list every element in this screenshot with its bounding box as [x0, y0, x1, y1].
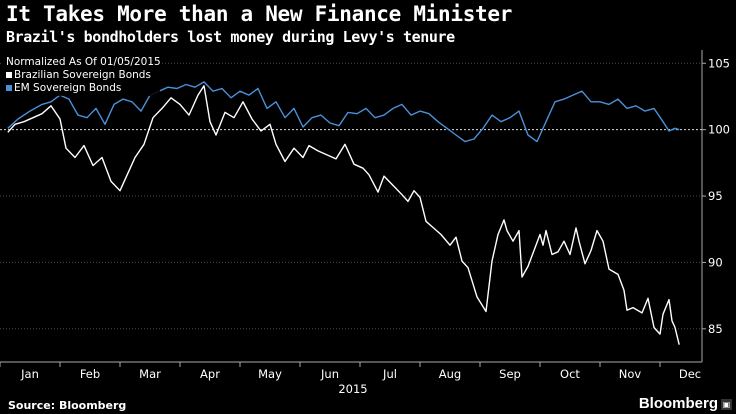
x-tick-label: Oct — [560, 367, 580, 381]
legend-normalization-note: Normalized As Of 01/05/2015 — [6, 56, 161, 68]
x-tick-label: Sep — [499, 367, 521, 381]
legend-background — [2, 52, 160, 96]
x-tick-label: Feb — [80, 367, 100, 381]
x-tick-label: Nov — [619, 367, 642, 381]
y-axis: 85 90 95 100 105 — [701, 50, 730, 362]
x-tick-label: Dec — [679, 367, 701, 381]
y-tick-label: 90 — [708, 255, 723, 269]
x-tick-label: Jul — [382, 367, 397, 381]
y-tick-label: 85 — [708, 322, 723, 336]
legend-label-brazil: Brazilian Sovereign Bonds — [14, 69, 151, 81]
legend-label-em: EM Sovereign Bonds — [14, 82, 121, 94]
series-lines — [7, 81, 680, 345]
x-tick-label: Apr — [200, 367, 220, 381]
legend: Normalized As Of 01/05/2015 Brazilian So… — [2, 52, 161, 96]
bloomberg-terminal-icon: ▣ — [721, 399, 732, 410]
bloomberg-logo: Bloomberg — [638, 395, 718, 412]
x-axis-year-label: 2015 — [338, 382, 367, 396]
x-tick-label: Mar — [139, 367, 161, 381]
series-line-brazilian-sovereign-bonds — [7, 85, 680, 345]
legend-swatch-em — [6, 85, 12, 91]
y-tick-label: 95 — [708, 189, 723, 203]
gridlines — [0, 62, 702, 330]
y-tick-label: 105 — [708, 56, 730, 70]
chart-title: It Takes More than a New Finance Ministe… — [6, 2, 513, 26]
series-line-em-sovereign-bonds — [7, 81, 680, 143]
source-label: Source: Bloomberg — [8, 399, 127, 412]
x-tick-label: Jan — [20, 367, 39, 381]
x-tick-label: May — [258, 367, 282, 381]
y-tick-label: 100 — [708, 123, 730, 137]
x-tick-label: Aug — [439, 367, 461, 381]
x-axis: Jan Feb Mar Apr May Jun Jul Aug Sep Oct Nov Dec — [0, 361, 702, 381]
x-tick-label: Jun — [320, 367, 339, 381]
chart-subtitle: Brazil's bondholders lost money during L… — [6, 28, 455, 46]
legend-swatch-brazil — [6, 72, 12, 78]
